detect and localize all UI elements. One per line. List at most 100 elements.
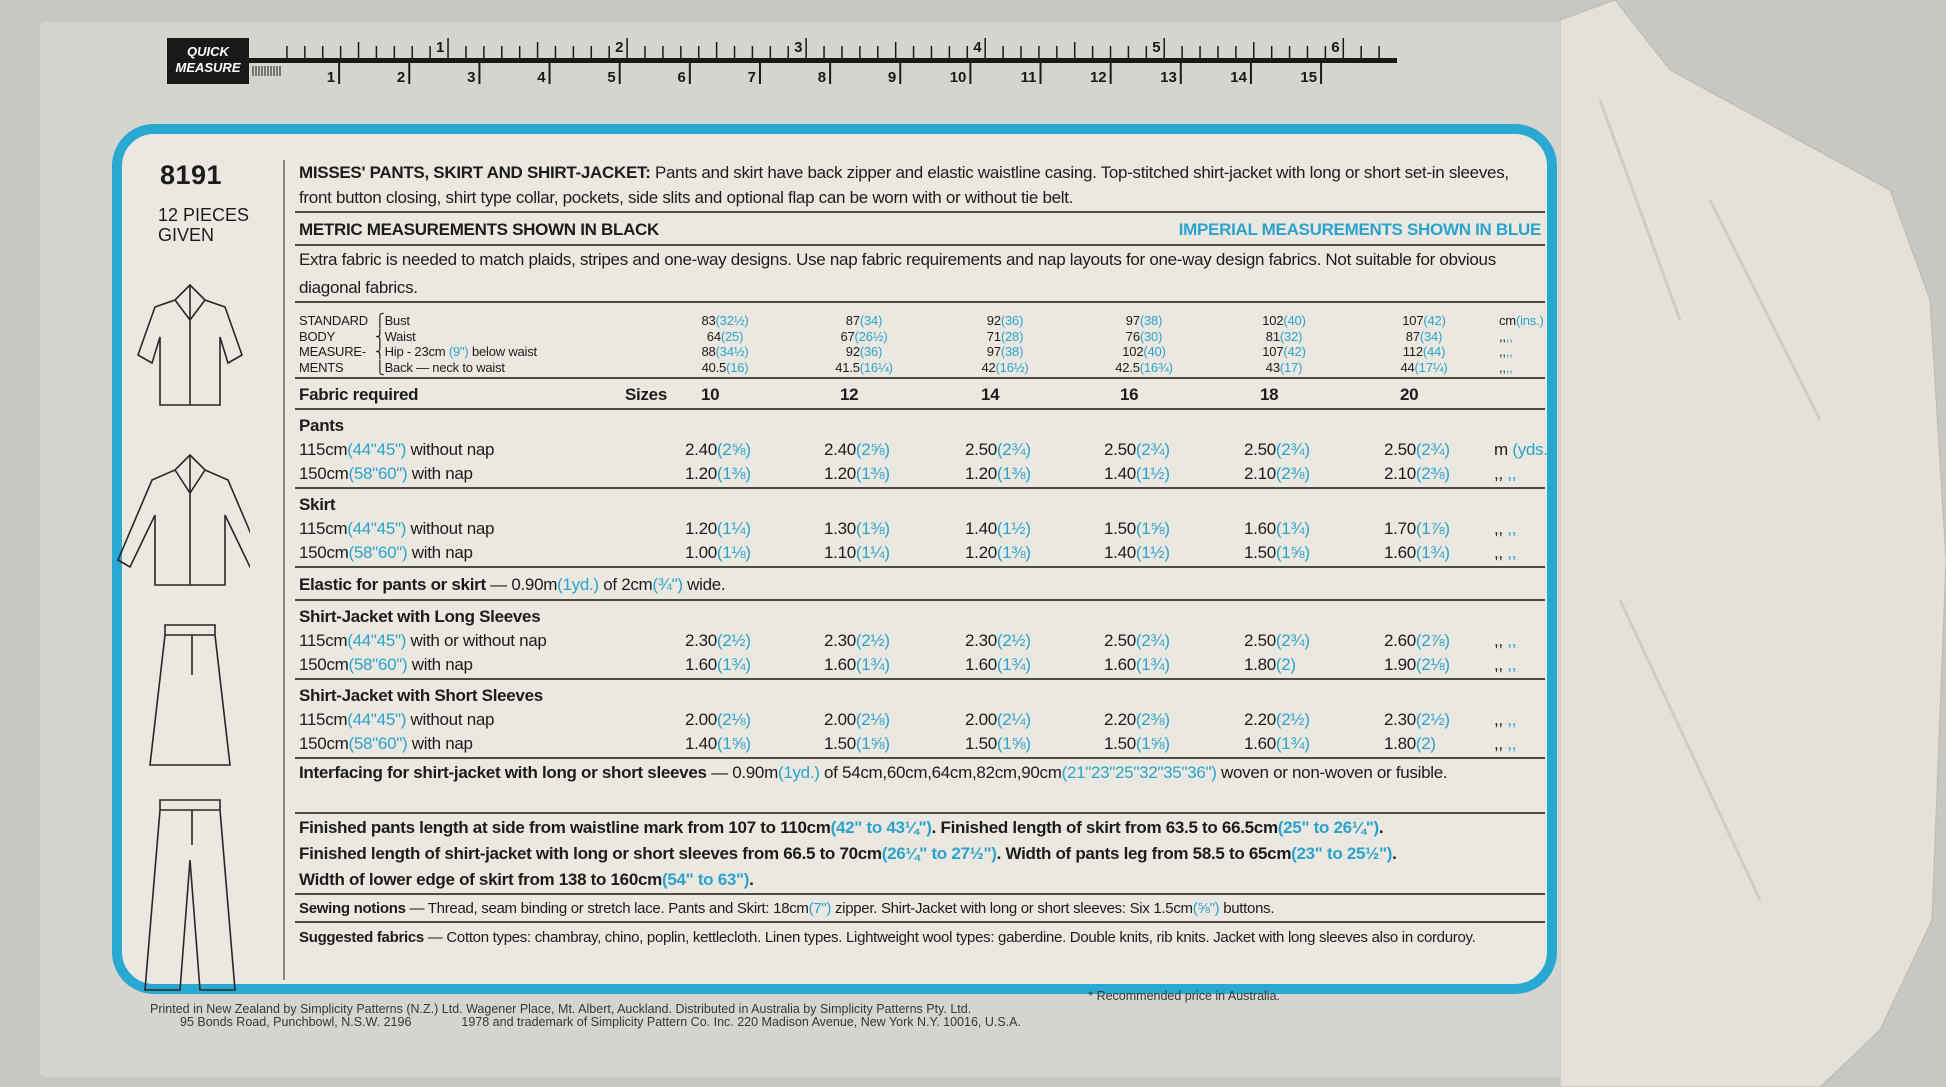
footer: * Recommended price in Australia. Printe… — [150, 990, 1290, 1029]
section-title: Skirt — [299, 495, 336, 514]
text-segment: . Width of lower edge of skirt from 138 … — [299, 844, 1397, 889]
imperial-number: 2¾ — [1141, 440, 1165, 459]
unit-imperial: ,, — [1507, 710, 1516, 729]
imperial-number: 1¾ — [1421, 543, 1445, 562]
imperial-number: 2¾ — [1281, 440, 1305, 459]
imperial-value: (1⅝) — [1135, 734, 1170, 753]
metric-value: 2.00 — [824, 710, 856, 729]
text-segment: Hip - 23cm — [384, 344, 449, 359]
unit-metric: ,, — [1499, 359, 1506, 375]
fabric-width-label: 115cm(44"45") with or without nap — [299, 629, 547, 653]
metric-value: 43 — [1265, 359, 1280, 375]
value-cell: 2.30(2½) — [685, 629, 751, 653]
size-header: 10 — [701, 385, 720, 404]
inch-label: 3 — [794, 39, 802, 56]
imperial-number: 1¾ — [1281, 519, 1305, 538]
imperial-number: 42 — [1427, 313, 1442, 328]
imperial-number: 1¾ — [722, 655, 746, 674]
value-cell: 112(44) — [1354, 344, 1494, 360]
imperial-number: 1⅜ — [861, 464, 885, 483]
text-segment: Finished pants length at side from waist… — [299, 818, 831, 837]
imperial-value: (2⅛) — [716, 710, 751, 729]
metric-value: 107 — [1402, 313, 1424, 328]
imperial-value: (32½) — [715, 313, 749, 328]
value-cell: 1.20(1⅜) — [824, 462, 890, 486]
imperial-value: (34) — [859, 313, 883, 328]
value-cell: 2.20(2⅜) — [1104, 708, 1170, 732]
metric-value: 40.5 — [701, 359, 727, 375]
imperial-number: 1⅝ — [1141, 519, 1165, 538]
imperial-number: 2¾ — [1281, 631, 1305, 650]
text-segment: Extra fabric is needed to match plaids, … — [299, 250, 1496, 297]
metric-value: 67 — [840, 328, 855, 344]
section-title: Pants — [299, 416, 344, 435]
metric-value: 1.20 — [685, 519, 717, 538]
width-imperial: (58"60") — [348, 734, 408, 753]
measurement-row: ⎨Waist 64(25) 67(26½) 71(28) 76(30) 81(32) 87(… — [299, 329, 1545, 345]
value-cell: 107(42) — [1354, 313, 1494, 329]
imperial-value: (2½) — [1415, 710, 1450, 729]
width-imperial: (44"45") — [347, 519, 407, 538]
metric-value: 97 — [986, 344, 1001, 359]
width-metric: 150cm — [299, 543, 349, 562]
imperial-number: 17¼ — [1418, 359, 1444, 375]
measurement-label: ⎧Bust — [375, 313, 410, 328]
nap-type: with nap — [407, 464, 473, 483]
measurement-label: ⎨Hip - 23cm (9") below waist — [375, 344, 537, 359]
imperial-value: (16¾) — [1139, 359, 1173, 375]
imperial-number: 2⅛ — [722, 710, 746, 729]
text-segment: of 54cm,60cm,64cm,82cm,90cm — [819, 763, 1062, 782]
imperial-value: (2) — [1275, 655, 1296, 674]
text-segment: woven or non-woven or fusible. — [1216, 763, 1448, 782]
value-cell: 2.50(2¾) — [1244, 629, 1310, 653]
text-segment: . Finished length of shirt-jacket with l… — [299, 818, 1384, 863]
unit-imperial: ,, — [1507, 631, 1516, 650]
text-segment: Bust — [384, 313, 410, 328]
imperial-number: 40 — [1287, 313, 1302, 328]
value-cell: 83(32½) — [655, 313, 795, 329]
fabric-required-label: Fabric required — [299, 385, 419, 404]
fabric-width-label: 150cm(58"60") with nap — [299, 732, 473, 756]
imperial-number: 1⅞ — [1421, 519, 1445, 538]
metric-value: 87 — [845, 313, 860, 328]
width-metric: 150cm — [299, 655, 349, 674]
imperial-number: 2⅞ — [1421, 631, 1445, 650]
size-header: 12 — [840, 385, 859, 404]
imperial-value: (17) — [1279, 359, 1303, 375]
value-cell: 1.50(1⅝) — [1104, 517, 1170, 541]
metric-value: 2.50 — [1244, 631, 1276, 650]
measurement-legend: METRIC MEASUREMENTS SHOWN IN BLACK IMPER… — [295, 213, 1545, 246]
inch-label: 1 — [436, 39, 444, 56]
value-cell: 107(42) — [1214, 344, 1354, 360]
value-cell: 2.00(2⅛) — [685, 708, 751, 732]
unit: ,, ,, — [1494, 629, 1516, 653]
address: 95 Bonds Road, Punchbowl, N.S.W. 2196 — [180, 1015, 412, 1029]
metric-value: 42.5 — [1115, 359, 1140, 375]
imperial-value: (1⅛) — [716, 543, 751, 562]
measurement-row: ⎩Back — neck to waist 40.5(16) 41.5(16¼) 42… — [299, 360, 1545, 376]
unit-metric: ,, — [1499, 328, 1506, 344]
unit: ,,,, — [1499, 329, 1513, 345]
width-imperial: (58"60") — [348, 464, 408, 483]
imperial-value: (26½) — [854, 328, 888, 344]
imperial-value: (2⅛) — [1415, 655, 1450, 674]
text-segment: Elastic for pants or skirt — [299, 575, 486, 594]
value-cell: 2.50(2¾) — [1104, 438, 1170, 462]
imperial-value: (1¾) — [1415, 543, 1450, 562]
metric-value: 1.60 — [1244, 734, 1276, 753]
imperial-value: (25) — [720, 328, 744, 344]
imperial-number: 34 — [864, 313, 879, 328]
metric-value: 2.50 — [1104, 631, 1136, 650]
imperial-number: 2¾ — [1141, 631, 1165, 650]
cm-label: 3 — [467, 69, 475, 86]
imperial-value: (17¼) — [1414, 359, 1448, 375]
pattern-info: MISSES' PANTS, SKIRT AND SHIRT-JACKET: P… — [295, 160, 1553, 981]
value-cell: 1.80(2) — [1244, 653, 1296, 677]
imperial-number: 16¼ — [863, 359, 889, 375]
value-cell: 1.40(1½) — [1104, 541, 1170, 565]
metric-value: 1.20 — [965, 464, 997, 483]
value-cell: 1.40(1½) — [1104, 462, 1170, 486]
imperial-number: 1⅝ — [1002, 734, 1026, 753]
imperial-value: (1⅜) — [716, 464, 751, 483]
